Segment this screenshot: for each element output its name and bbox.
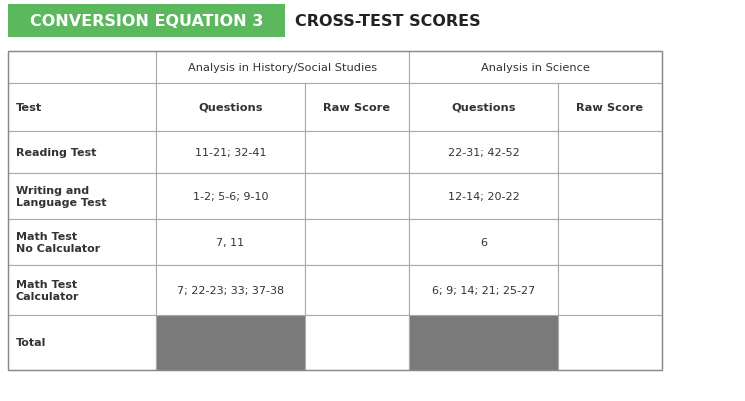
Text: Questions: Questions — [198, 103, 263, 113]
Text: CROSS-TEST SCORES: CROSS-TEST SCORES — [295, 14, 481, 29]
Text: Questions: Questions — [451, 103, 516, 113]
Text: 22-31; 42-52: 22-31; 42-52 — [448, 148, 519, 158]
Bar — [8, 265, 156, 315]
Bar — [8, 132, 156, 174]
Bar — [156, 52, 409, 84]
Text: 7, 11: 7, 11 — [217, 237, 244, 247]
Text: 12-14; 20-22: 12-14; 20-22 — [448, 192, 519, 201]
Bar — [409, 315, 558, 370]
Bar — [409, 132, 558, 174]
Bar — [305, 132, 409, 174]
Bar — [558, 174, 662, 219]
Text: 11-21; 32-41: 11-21; 32-41 — [194, 148, 266, 158]
Bar — [409, 174, 558, 219]
Text: CONVERSION EQUATION 3: CONVERSION EQUATION 3 — [30, 14, 263, 29]
Bar — [156, 315, 305, 370]
Bar — [156, 132, 305, 174]
Bar — [156, 174, 305, 219]
Text: Writing and
Language Test: Writing and Language Test — [16, 186, 107, 207]
Text: 6; 9; 14; 21; 25-27: 6; 9; 14; 21; 25-27 — [432, 285, 535, 295]
Bar — [409, 52, 662, 84]
Bar — [8, 219, 156, 265]
Bar — [558, 315, 662, 370]
Bar — [8, 84, 156, 132]
Text: Math Test
No Calculator: Math Test No Calculator — [16, 232, 101, 253]
Bar — [305, 84, 409, 132]
Text: Analysis in History/Social Studies: Analysis in History/Social Studies — [188, 63, 377, 73]
Bar — [558, 265, 662, 315]
Bar — [409, 84, 558, 132]
Text: 1-2; 5-6; 9-10: 1-2; 5-6; 9-10 — [193, 192, 268, 201]
Text: Raw Score: Raw Score — [577, 103, 644, 113]
Bar — [305, 219, 409, 265]
Bar — [8, 315, 156, 370]
Bar — [409, 265, 558, 315]
Text: Test: Test — [16, 103, 42, 113]
Bar — [558, 84, 662, 132]
Text: Analysis in Science: Analysis in Science — [481, 63, 590, 73]
Bar — [558, 219, 662, 265]
Bar — [156, 219, 305, 265]
Text: 7; 22-23; 33; 37-38: 7; 22-23; 33; 37-38 — [177, 285, 284, 295]
Bar — [156, 265, 305, 315]
Text: Raw Score: Raw Score — [323, 103, 390, 113]
Bar — [409, 219, 558, 265]
Bar — [8, 52, 156, 84]
Bar — [305, 174, 409, 219]
Text: Math Test
Calculator: Math Test Calculator — [16, 279, 80, 301]
Bar — [8, 174, 156, 219]
Bar — [305, 265, 409, 315]
Bar — [156, 84, 305, 132]
Bar — [8, 52, 662, 370]
Bar — [558, 132, 662, 174]
Text: 6: 6 — [480, 237, 487, 247]
Text: Reading Test: Reading Test — [16, 148, 96, 158]
Bar — [8, 5, 285, 38]
Bar — [305, 315, 409, 370]
Text: Total: Total — [16, 338, 46, 348]
